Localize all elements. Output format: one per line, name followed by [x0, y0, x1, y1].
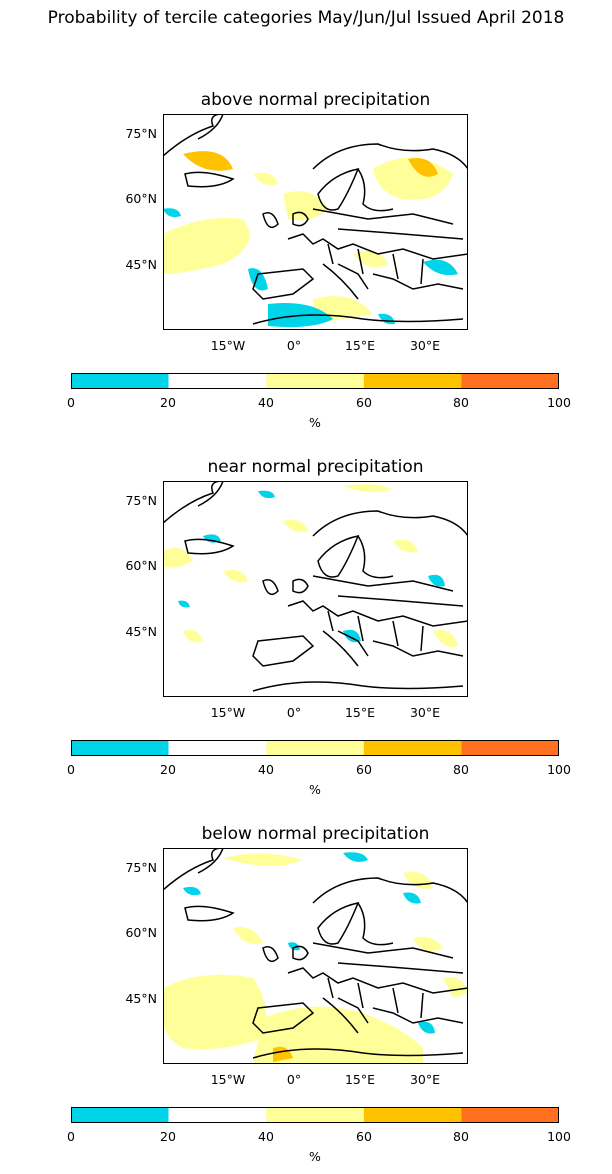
colorbar-seg-60-80 [363, 373, 462, 389]
colorbar-unit: % [309, 415, 321, 430]
lon-label-15w-2: 15°W [210, 705, 246, 720]
lon-label-15e-3: 15°E [344, 1072, 376, 1087]
lon-label-0: 0° [286, 338, 302, 353]
lon-label-0-3: 0° [286, 1072, 302, 1087]
colorbar-seg-80-100 [461, 1107, 559, 1123]
lon-label-30e-3: 30°E [409, 1072, 441, 1087]
panel-title-below: below normal precipitation [201, 824, 430, 844]
colorbar-tick-0-2: 0 [67, 762, 75, 777]
colorbar-tick-0-3: 0 [67, 1129, 75, 1144]
lat-label-75n: 75°N [125, 126, 157, 141]
colorbar-tick-40-3: 40 [258, 1129, 274, 1144]
colorbar-seg-20-40 [168, 1107, 267, 1123]
colorbar-seg-0-20 [71, 1107, 169, 1123]
map-below-normal [163, 848, 468, 1064]
lon-label-15w-3: 15°W [210, 1072, 246, 1087]
colorbar-seg-60-80 [363, 1107, 462, 1123]
colorbar-tick-80-2: 80 [453, 762, 469, 777]
colorbar-seg-40-60 [266, 373, 364, 389]
colorbar-tick-60-3: 60 [356, 1129, 372, 1144]
colorbar-tick-80: 80 [453, 395, 469, 410]
colorbar-tick-0: 0 [67, 395, 75, 410]
lon-label-15w: 15°W [210, 338, 246, 353]
lon-label-15e-2: 15°E [344, 705, 376, 720]
colorbar-tick-20-2: 20 [160, 762, 176, 777]
lat-label-45n: 45°N [125, 257, 157, 272]
lat-label-60n-3: 60°N [125, 925, 157, 940]
map-near-normal [163, 481, 468, 697]
lat-label-75n-3: 75°N [125, 860, 157, 875]
above-positive-anomaly-patches [163, 151, 453, 324]
colorbar-tick-60-2: 60 [356, 762, 372, 777]
colorbar-seg-60-80 [363, 740, 462, 756]
lat-label-75n-2: 75°N [125, 493, 157, 508]
colorbar-seg-20-40 [168, 373, 267, 389]
map-above-normal [163, 114, 468, 330]
near-negative-anomaly-patches [178, 490, 445, 643]
colorbar-tick-100-2: 100 [547, 762, 571, 777]
figure-title: Probability of tercile categories May/Ju… [47, 8, 565, 28]
colorbar-tick-100: 100 [547, 395, 571, 410]
lon-label-15e: 15°E [344, 338, 376, 353]
colorbar-below [71, 1107, 559, 1123]
colorbar-seg-80-100 [461, 373, 559, 389]
colorbar-tick-100-3: 100 [547, 1129, 571, 1144]
colorbar-near [71, 740, 559, 756]
near-coastlines [163, 481, 468, 692]
panel-title-above: above normal precipitation [200, 90, 431, 110]
lon-label-0-2: 0° [286, 705, 302, 720]
lat-label-60n: 60°N [125, 191, 157, 206]
colorbar-unit-2: % [309, 782, 321, 797]
below-coastlines [163, 848, 468, 1059]
near-positive-anomaly-patches [163, 484, 458, 647]
colorbar-tick-60: 60 [356, 395, 372, 410]
colorbar-tick-20: 20 [160, 395, 176, 410]
colorbar-tick-40: 40 [258, 395, 274, 410]
colorbar-tick-80-3: 80 [453, 1129, 469, 1144]
panel-title-near: near normal precipitation [207, 457, 424, 477]
lat-label-45n-2: 45°N [125, 624, 157, 639]
colorbar-seg-0-20 [71, 740, 169, 756]
colorbar-seg-80-100 [461, 740, 559, 756]
colorbar-seg-0-20 [71, 373, 169, 389]
lon-label-30e-2: 30°E [409, 705, 441, 720]
colorbar-seg-40-60 [266, 1107, 364, 1123]
below-negative-anomaly-patches [183, 852, 435, 1034]
above-coastlines [163, 114, 468, 325]
colorbar-above [71, 373, 559, 389]
colorbar-tick-40-2: 40 [258, 762, 274, 777]
colorbar-seg-40-60 [266, 740, 364, 756]
lat-label-45n-3: 45°N [125, 991, 157, 1006]
lon-label-30e: 30°E [409, 338, 441, 353]
colorbar-unit-3: % [309, 1149, 321, 1164]
colorbar-seg-20-40 [168, 740, 267, 756]
lat-label-60n-2: 60°N [125, 558, 157, 573]
colorbar-tick-20-3: 20 [160, 1129, 176, 1144]
